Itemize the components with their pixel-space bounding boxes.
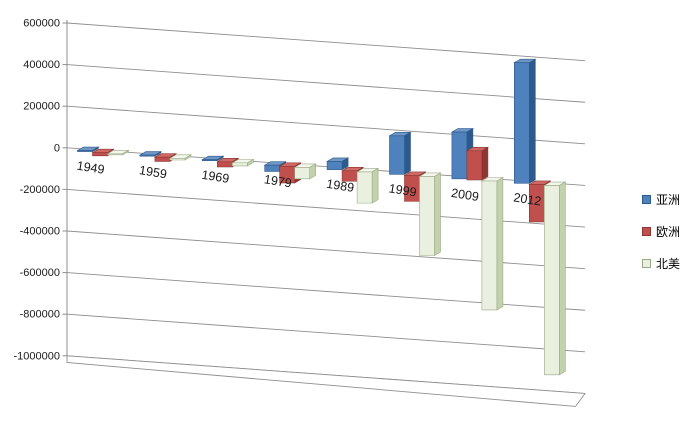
- bar-face: [107, 153, 123, 156]
- bar-north-america-1989[interactable]: [355, 167, 380, 204]
- bar-asia-1969[interactable]: [201, 155, 225, 162]
- bar-north-america-1979[interactable]: [293, 163, 317, 180]
- legend-item-europe[interactable]: 欧洲: [642, 223, 680, 240]
- category-label-1949: 1949: [76, 159, 106, 177]
- y-axis-label--600000: -600000: [20, 267, 60, 279]
- y-axis-label-200000: 200000: [23, 101, 60, 113]
- y-axis-label-600000: 600000: [23, 18, 60, 30]
- y-axis-label-0: 0: [54, 142, 60, 154]
- legend-item-north-america[interactable]: 北美: [642, 255, 680, 272]
- bar-face: [139, 154, 156, 157]
- category-label-1989: 1989: [325, 177, 355, 195]
- bar-face: [466, 150, 483, 181]
- y-axis-label--200000: -200000: [20, 184, 60, 196]
- bar-asia-1959[interactable]: [138, 151, 163, 157]
- y-axis-label--1000000: -1000000: [14, 350, 61, 362]
- y-axis-label-400000: 400000: [23, 59, 60, 71]
- bar-face: [371, 167, 379, 204]
- gridline--800000: [66, 313, 586, 353]
- legend-swatch-north-america: [642, 259, 651, 268]
- bar-face: [451, 131, 468, 180]
- legend-label-north-america: 北美: [656, 257, 681, 271]
- bar-north-america-1959[interactable]: [168, 154, 193, 161]
- y-axis-label--400000: -400000: [20, 226, 60, 238]
- bar-face: [513, 62, 530, 184]
- bar-face: [326, 161, 343, 171]
- bar-face: [264, 164, 281, 172]
- bar-asia-1989[interactable]: [325, 157, 350, 171]
- bar-face: [558, 181, 566, 376]
- gridline--400000: [66, 230, 586, 270]
- legend-item-asia[interactable]: 亚洲: [642, 191, 680, 208]
- y-axis-label--800000: -800000: [20, 309, 60, 321]
- bar-face: [434, 172, 441, 257]
- legend-label-asia: 亚洲: [656, 193, 681, 207]
- bar-north-america-2009[interactable]: [480, 176, 505, 311]
- bar-europe-2009[interactable]: [465, 146, 490, 181]
- bar-north-america-1949[interactable]: [106, 149, 130, 156]
- gridline-400000: [66, 64, 586, 103]
- bar-face: [294, 167, 311, 180]
- bar-face: [419, 176, 435, 256]
- legend-label-europe: 欧洲: [656, 225, 681, 239]
- bar-face: [389, 135, 405, 175]
- category-label-1969: 1969: [201, 168, 231, 186]
- bar-face: [496, 176, 504, 311]
- legend-swatch-europe: [642, 227, 651, 236]
- bar-face: [356, 171, 373, 204]
- bar-face: [528, 58, 536, 184]
- bar-face: [217, 161, 233, 168]
- bar-north-america-1999[interactable]: [418, 172, 442, 257]
- bar-north-america-1969[interactable]: [231, 158, 255, 167]
- bar-face: [92, 152, 108, 157]
- gridline--200000: [66, 188, 586, 228]
- bar-face: [543, 185, 560, 376]
- category-label-1959: 1959: [138, 163, 168, 181]
- bar-face: [481, 180, 498, 311]
- chart-floor: [66, 355, 586, 407]
- bar-face: [169, 158, 186, 161]
- bar-face: [481, 146, 489, 181]
- gridline--600000: [66, 272, 586, 311]
- legend: 亚洲 欧洲 北美: [642, 191, 680, 272]
- gridline-600000: [66, 22, 586, 62]
- category-label-1979: 1979: [263, 172, 293, 190]
- bar-face: [232, 162, 248, 167]
- gridline-200000: [66, 105, 586, 145]
- bar-asia-2012[interactable]: [513, 58, 537, 184]
- bar-face: [404, 131, 411, 175]
- legend-swatch-asia: [642, 195, 651, 204]
- bar-face: [279, 166, 296, 184]
- bar-face: [202, 159, 218, 161]
- category-label-1999: 1999: [388, 181, 418, 199]
- bar-face: [154, 156, 171, 162]
- bar-asia-1999[interactable]: [388, 131, 412, 175]
- bar-north-america-2012[interactable]: [543, 181, 567, 376]
- category-label-2012: 2012: [513, 190, 543, 208]
- bar-face: [77, 150, 93, 152]
- bar-asia-1949[interactable]: [76, 146, 100, 153]
- category-label-2009: 2009: [450, 186, 480, 204]
